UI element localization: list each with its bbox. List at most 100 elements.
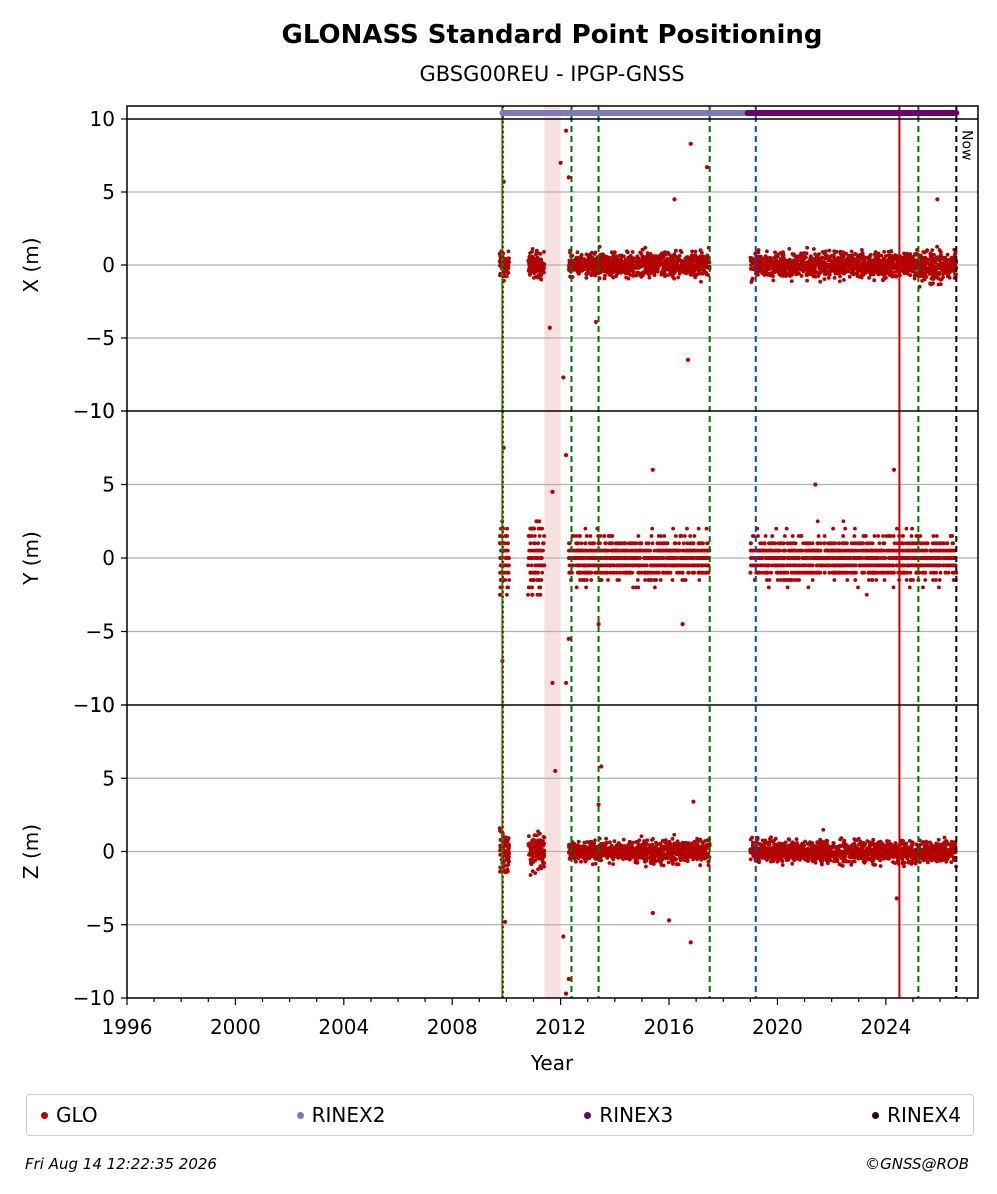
data-point	[844, 548, 849, 553]
data-point	[605, 270, 610, 275]
data-point	[836, 255, 841, 260]
data-point	[759, 254, 763, 259]
data-point	[908, 267, 913, 272]
data-point	[923, 578, 928, 582]
data-point	[837, 563, 841, 568]
data-point	[949, 556, 954, 560]
data-point	[537, 263, 542, 268]
data-point	[901, 260, 906, 264]
data-point	[825, 563, 829, 568]
data-point	[944, 541, 949, 546]
data-point	[790, 267, 795, 271]
data-point	[651, 260, 656, 265]
data-point	[817, 271, 822, 276]
data-point	[639, 570, 644, 575]
data-point	[532, 534, 537, 538]
data-point	[936, 563, 941, 568]
data-point	[598, 270, 603, 275]
data-point	[661, 268, 666, 273]
data-point	[507, 260, 511, 265]
data-point	[684, 259, 689, 264]
data-point	[924, 269, 928, 274]
data-point	[891, 534, 896, 538]
data-point	[613, 261, 617, 265]
data-point	[946, 268, 950, 273]
data-point	[856, 585, 860, 590]
data-point	[859, 548, 864, 553]
data-point	[841, 563, 846, 568]
data-point	[527, 267, 531, 272]
data-point	[913, 251, 918, 256]
data-point	[920, 548, 925, 553]
data-point	[584, 272, 589, 276]
data-point	[787, 257, 792, 262]
data-point	[578, 570, 583, 575]
data-point	[876, 534, 881, 538]
data-point	[876, 272, 881, 277]
data-point	[647, 578, 652, 582]
data-point	[831, 570, 836, 575]
data-point	[653, 585, 657, 590]
data-point	[641, 258, 646, 263]
data-point	[650, 541, 655, 546]
data-point	[577, 556, 581, 560]
data-point	[772, 266, 776, 271]
data-point	[599, 548, 604, 553]
data-point	[539, 277, 544, 282]
data-point	[589, 570, 594, 575]
data-point	[885, 258, 890, 262]
data-point	[861, 541, 865, 546]
outlier-point	[566, 636, 571, 641]
outlier-point	[596, 622, 601, 627]
data-point	[503, 259, 508, 263]
data-point	[686, 570, 690, 575]
data-point	[803, 556, 808, 560]
data-point	[905, 541, 909, 546]
data-point	[873, 548, 877, 553]
data-point	[539, 556, 544, 560]
data-point	[639, 541, 643, 546]
data-point	[931, 548, 935, 553]
data-point	[672, 563, 677, 568]
data-point	[781, 250, 785, 255]
data-point	[889, 258, 893, 263]
data-point	[946, 273, 951, 277]
data-point	[661, 548, 666, 553]
data-point	[850, 253, 854, 258]
data-point	[893, 270, 898, 274]
data-point	[679, 250, 684, 255]
data-point	[539, 259, 543, 263]
data-point	[879, 253, 884, 258]
data-point	[880, 570, 884, 575]
data-point	[748, 267, 753, 271]
data-point	[941, 548, 946, 553]
data-point	[599, 570, 604, 575]
data-point	[762, 541, 767, 546]
data-point	[567, 548, 571, 553]
data-point	[775, 260, 779, 265]
data-point	[613, 548, 618, 553]
data-point	[631, 585, 635, 590]
data-point	[934, 534, 939, 538]
data-point	[573, 556, 578, 560]
data-point	[534, 252, 538, 257]
data-point	[871, 570, 876, 575]
data-point	[584, 570, 589, 575]
data-point	[683, 563, 688, 568]
data-point	[929, 276, 934, 281]
data-point	[667, 272, 672, 277]
data-point	[588, 548, 593, 553]
data-point	[506, 541, 510, 546]
data-point	[787, 247, 792, 251]
data-point	[671, 274, 675, 279]
data-point	[625, 249, 629, 254]
data-point	[808, 270, 812, 275]
data-point	[636, 534, 641, 538]
data-point	[530, 254, 535, 259]
shaded-span	[544, 106, 561, 998]
data-point	[831, 526, 835, 531]
data-point	[930, 541, 935, 546]
data-point	[793, 259, 798, 264]
data-point	[693, 556, 698, 560]
data-point	[606, 578, 610, 582]
